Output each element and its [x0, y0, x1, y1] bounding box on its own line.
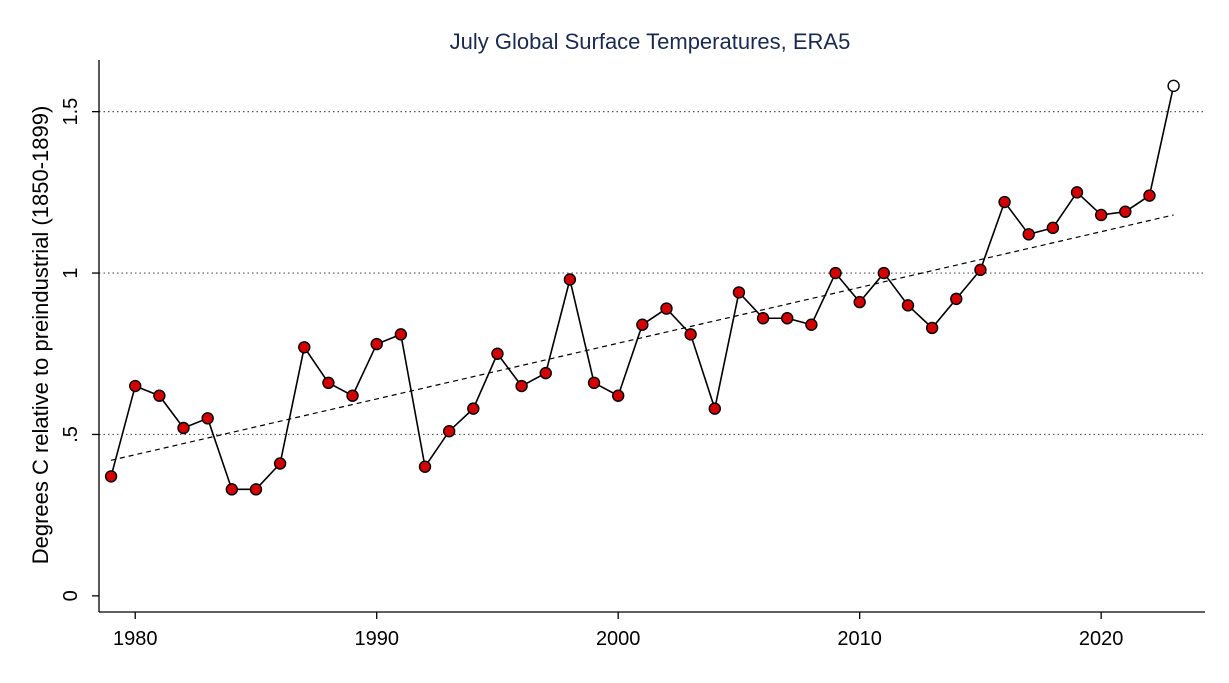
data-point	[1022, 228, 1035, 241]
axes: 0 .5 1 1.5 1980 1990 2000 2010 2020	[60, 60, 1205, 650]
data-point	[322, 376, 335, 390]
data-point	[273, 457, 287, 470]
y-tick-label: .5	[60, 426, 82, 443]
data-point	[925, 321, 939, 335]
data-point	[249, 483, 263, 496]
trend-line-path	[110, 214, 1174, 461]
data-point	[901, 299, 915, 312]
data-point-latest	[1167, 79, 1180, 93]
data-point	[491, 347, 504, 360]
data-point	[104, 470, 118, 483]
data-point	[298, 341, 311, 354]
data-point	[225, 483, 239, 496]
data-point	[708, 402, 721, 415]
chart-title: July Global Surface Temperatures, ERA5	[450, 29, 851, 54]
data-point	[1143, 189, 1156, 202]
x-tick-label: 2000	[596, 628, 641, 650]
x-tick-label: 1980	[113, 628, 158, 650]
data-point	[636, 318, 649, 331]
data-point	[1070, 186, 1084, 199]
data-point	[877, 266, 891, 280]
data-point	[1046, 221, 1060, 235]
series	[104, 79, 1180, 496]
gridlines	[99, 111, 1205, 436]
data-point	[684, 328, 697, 341]
data-point	[539, 366, 552, 380]
x-tick-label: 2010	[837, 628, 882, 650]
data-point	[974, 263, 987, 277]
data-point	[732, 286, 746, 299]
series-line	[110, 85, 1175, 491]
data-point	[418, 460, 432, 473]
data-point	[515, 379, 528, 393]
data-point	[829, 266, 842, 280]
data-point	[201, 412, 214, 425]
data-point	[129, 379, 142, 393]
data-point	[394, 328, 408, 341]
data-point	[153, 389, 166, 402]
y-tick-label: 1	[60, 267, 82, 278]
data-point	[611, 389, 625, 402]
data-point	[660, 302, 673, 315]
y-tick-label: 0	[60, 590, 82, 601]
data-point	[756, 312, 770, 325]
data-point	[853, 295, 866, 309]
data-point	[587, 376, 601, 390]
trend-line	[110, 214, 1174, 461]
data-point	[781, 312, 794, 325]
data-point	[1094, 208, 1108, 222]
x-tick-label: 1990	[354, 628, 399, 650]
data-point	[346, 389, 359, 402]
y-tick-label: 1.5	[60, 98, 82, 126]
data-point	[805, 318, 818, 331]
data-point	[370, 337, 383, 351]
data-point	[563, 273, 577, 286]
data-point	[950, 292, 963, 306]
data-point	[442, 425, 456, 438]
data-point	[177, 421, 190, 435]
data-point	[467, 402, 480, 415]
x-tick-label: 2020	[1079, 628, 1124, 650]
data-point	[1119, 205, 1132, 218]
y-axis-label: Degrees C relative to preindustrial (185…	[28, 106, 53, 565]
data-point	[998, 195, 1011, 209]
